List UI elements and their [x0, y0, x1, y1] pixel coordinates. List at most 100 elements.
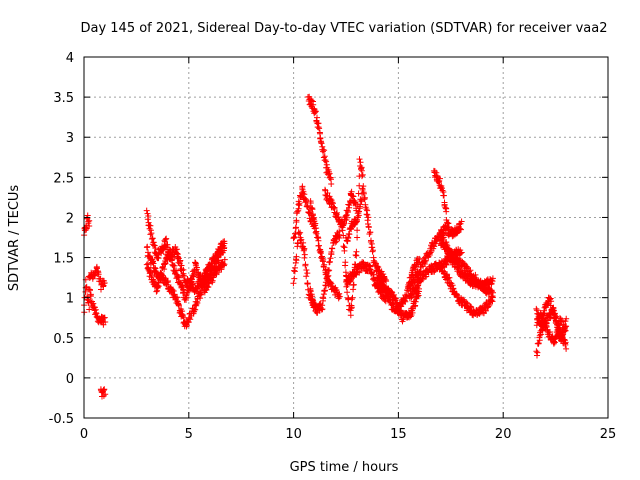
data-point [359, 171, 366, 178]
data-point [336, 231, 343, 238]
data-point [354, 227, 361, 234]
data-point [553, 315, 560, 322]
data-point [318, 140, 325, 147]
y-tick-label: 1 [66, 292, 74, 307]
data-point [300, 188, 307, 195]
data-point [307, 288, 314, 295]
data-point [316, 242, 322, 249]
data-point [300, 239, 307, 246]
data-point [208, 263, 215, 270]
data-point [350, 193, 357, 200]
data-point [165, 278, 171, 284]
y-tick-label: 3 [66, 131, 74, 146]
data-point [350, 281, 357, 288]
data-point [209, 277, 216, 284]
data-point [293, 253, 300, 260]
x-tick-label: 15 [390, 427, 407, 442]
data-point [352, 219, 359, 226]
y-tick-label: 1.5 [53, 252, 74, 267]
data-point [177, 258, 183, 265]
data-point [357, 159, 364, 166]
x-tick-label: 20 [495, 427, 512, 442]
data-point [392, 295, 399, 302]
data-point [158, 271, 165, 278]
y-tick-label: 0 [66, 372, 74, 387]
data-point [441, 192, 447, 199]
data-point [336, 293, 343, 300]
data-point [326, 267, 333, 274]
data-point [306, 210, 313, 216]
data-point [449, 282, 456, 289]
data-point [291, 234, 298, 240]
data-point [348, 188, 355, 195]
data-point [422, 257, 429, 264]
data-point [329, 199, 336, 206]
data-point [323, 282, 330, 289]
data-point [149, 235, 156, 242]
data-point [539, 327, 546, 334]
data-point [144, 243, 151, 250]
data-point [101, 386, 108, 393]
data-point [312, 229, 319, 236]
y-axis-label: SDTVAR / TECUs [7, 185, 22, 292]
data-point [304, 280, 311, 287]
data-point [378, 274, 385, 280]
data-point [345, 295, 352, 302]
data-point [360, 190, 367, 197]
data-point [554, 321, 560, 328]
data-point [458, 218, 465, 225]
data-point [464, 264, 471, 271]
data-point [152, 245, 159, 252]
data-point [547, 329, 553, 335]
y-tick-labels: -0.5 0 0.5 1 1.5 2 2.5 3 3.5 4 [49, 51, 74, 427]
data-point [412, 302, 419, 309]
data-point [446, 223, 452, 230]
data-point [444, 271, 451, 278]
data-point [321, 153, 328, 160]
data-point [454, 229, 461, 236]
data-point [333, 210, 339, 217]
data-point [310, 101, 317, 108]
data-point [346, 202, 353, 209]
data-point [489, 275, 496, 282]
data-point [87, 287, 93, 294]
data-point [149, 271, 156, 278]
data-point [342, 262, 349, 269]
data-point [218, 266, 225, 273]
data-point [187, 316, 194, 323]
data-point [316, 125, 323, 132]
data-point [440, 234, 447, 241]
data-point [293, 224, 299, 231]
data-point [535, 340, 542, 347]
data-point [555, 324, 561, 331]
data-point [162, 236, 169, 243]
data-point [352, 252, 359, 258]
x-tick-label: 0 [80, 427, 88, 442]
data-point [489, 298, 496, 305]
data-point [339, 218, 346, 225]
y-tick-label: -0.5 [49, 412, 74, 427]
data-point [442, 204, 449, 211]
data-point [291, 267, 298, 274]
data-point [296, 231, 302, 238]
data-point [301, 191, 308, 198]
data-point [488, 297, 495, 304]
series-sdtvar [81, 93, 570, 400]
data-point [175, 302, 182, 309]
data-point [327, 255, 334, 262]
data-point [348, 276, 355, 283]
x-tick-labels: 0 5 10 15 20 25 [80, 427, 616, 442]
data-point [560, 331, 567, 338]
data-point [148, 236, 155, 242]
x-tick-label: 5 [185, 427, 193, 442]
data-point [536, 332, 543, 339]
data-point [344, 289, 351, 296]
data-point [458, 249, 465, 256]
data-point [145, 213, 152, 219]
data-point [562, 323, 569, 330]
data-point [356, 269, 363, 276]
data-point [365, 221, 371, 227]
data-point [315, 237, 322, 244]
data-point [348, 304, 355, 311]
y-tick-label: 2 [66, 211, 74, 226]
